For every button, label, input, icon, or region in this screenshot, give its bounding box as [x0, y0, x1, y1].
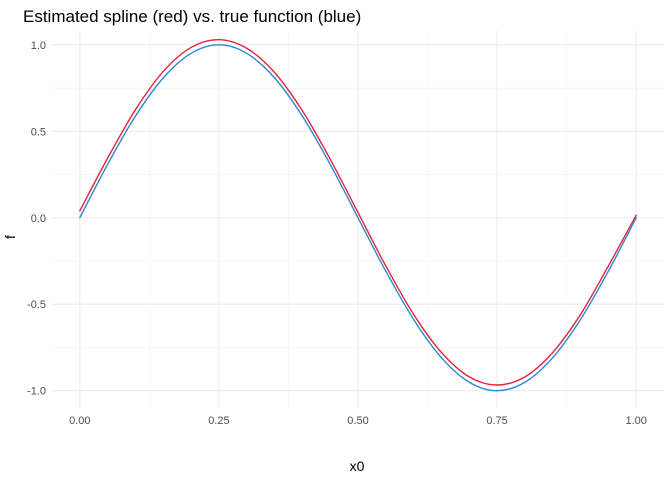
y-tick-label: 0.0	[31, 213, 46, 225]
x-tick-label: 0.75	[486, 415, 507, 427]
x-tick-label: 0.00	[69, 415, 90, 427]
x-tick-label: 1.00	[625, 415, 646, 427]
y-tick-label: 1.0	[31, 40, 46, 52]
y-tick-label: 0.5	[31, 126, 46, 138]
y-axis-title: f	[2, 235, 18, 239]
y-tick-label: -1.0	[27, 386, 46, 398]
chart-title: Estimated spline (red) vs. true function…	[23, 7, 361, 26]
grid	[52, 31, 664, 408]
x-axis-title: x0	[350, 458, 365, 474]
x-tick-label: 0.25	[208, 415, 229, 427]
series-group	[79, 38, 637, 392]
true-function-line	[79, 44, 637, 392]
estimated-spline-line	[79, 38, 637, 386]
y-axis: -1.0 -0.5 0.0 0.5 1.0	[27, 40, 46, 398]
x-axis: 0.00 0.25 0.50 0.75 1.00	[69, 415, 647, 427]
y-tick-label: -0.5	[27, 299, 46, 311]
x-tick-label: 0.50	[347, 415, 368, 427]
